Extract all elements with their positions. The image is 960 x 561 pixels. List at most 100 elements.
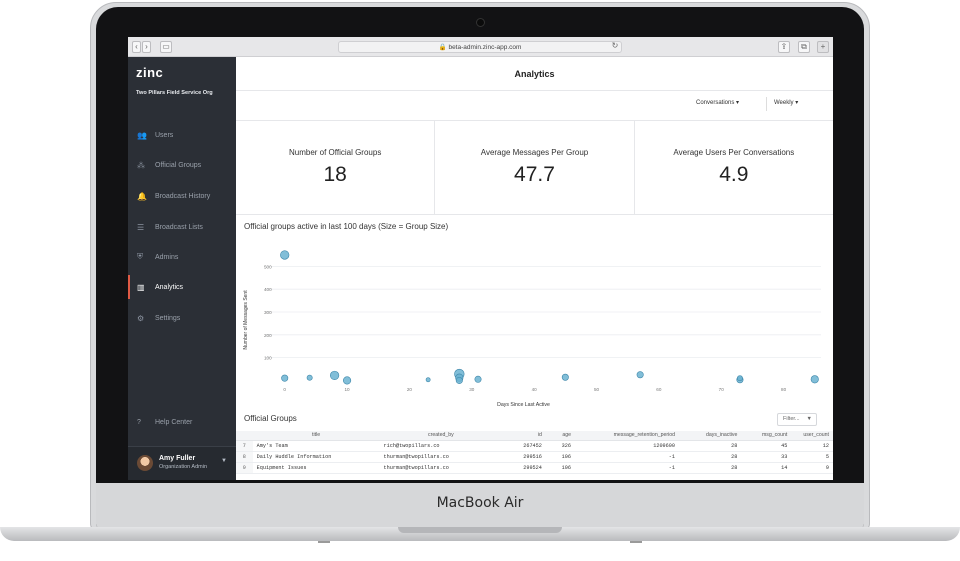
data-point [329,370,340,381]
sidebar-item-official-groups[interactable]: ⁂ Official Groups [128,153,236,177]
user-menu[interactable]: Amy Fuller Organization Admin ▼ [128,446,236,480]
table-row[interactable]: 8 Daily Huddle Information thurman@twopi… [236,451,833,463]
user-name: Amy Fuller [159,455,196,462]
kpi-card: Average Users Per Conversations 4.9 [635,121,833,214]
x-tick-label: 30 [469,387,475,392]
gear-icon: ⚙ [137,313,145,323]
help-label: Help Center [155,418,193,426]
conversations-select-value: Conversations [696,100,735,106]
data-point [306,374,313,381]
filter-placeholder: Filter... [783,416,800,422]
sidebar-toggle-icon[interactable]: ▭ [160,41,172,53]
sidebar-item-users[interactable]: 👥 Users [128,123,236,147]
laptop-chin [96,483,864,528]
kpi-row: Number of Official Groups 18 Average Mes… [236,121,833,215]
cell-retention: 1209600 [575,440,680,452]
x-tick-label: 60 [656,387,662,392]
list-icon: ☰ [137,222,145,232]
divider [766,97,767,111]
laptop-base [0,527,960,541]
data-point [281,374,289,382]
x-tick-label: 10 [345,387,351,392]
y-tick-label: 200 [264,333,272,338]
sidebar-item-label: Settings [155,314,181,322]
share-icon[interactable]: ⇪ [778,41,790,53]
chevron-down-icon: ▾ [795,100,799,106]
chevron-down-icon: ▾ [736,100,740,106]
column-header[interactable]: created_by [379,431,503,441]
sidebar-item-label: Official Groups [155,161,202,169]
camera-icon [476,18,485,27]
data-point [736,375,743,382]
kpi-value: 18 [323,163,347,186]
kpi-label: Average Messages Per Group [480,148,589,157]
reload-icon[interactable]: ↻ [611,41,619,50]
laptop-notch [398,527,562,533]
shield-icon: ⛨ [137,252,143,261]
data-point [636,371,644,379]
column-header[interactable]: message_retention_period [575,431,680,441]
table-filter-input[interactable]: Filter... ▼ [777,413,817,426]
column-header[interactable]: msg_count [741,431,792,441]
data-point [455,376,463,384]
bell-icon: 🔔 [137,191,147,201]
x-tick-label: 80 [781,387,787,392]
sidebar-item-label: Admins [155,253,179,261]
app: zinc Two Pillars Field Service Org 👥 Use… [128,57,833,480]
kpi-value: 47.7 [514,163,555,186]
data-point [810,375,819,384]
forward-icon[interactable]: › [142,41,151,53]
sidebar-item-analytics[interactable]: ▥ Analytics [128,275,236,299]
x-tick-label: 40 [532,387,538,392]
sidebar-item-label: Analytics [155,283,184,291]
column-header[interactable]: title [252,431,380,441]
url-text: beta-admin.zinc-app.com [448,44,522,51]
column-header[interactable]: user_count [791,431,833,441]
laptop-brand: MacBook Air [436,495,524,511]
sidebar: zinc Two Pillars Field Service Org 👥 Use… [128,57,236,480]
scatter-chart: 100 200 300 400 500 0 10 20 30 40 50 60 70 80 Days Sin… [243,250,821,408]
sidebar-item-broadcast-lists[interactable]: ☰ Broadcast Lists [128,215,236,239]
help-center-link[interactable]: ? Help Center [128,411,236,433]
y-tick-label: 100 [264,356,272,361]
table-row[interactable]: 7 Amy's Team rich@twopillars.co 267452 3… [236,440,833,452]
sidebar-item-admins[interactable]: ⛨ Admins [128,245,236,269]
kpi-card: Average Messages Per Group 47.7 [435,121,635,214]
y-tick-label: 300 [264,310,272,315]
conversations-select[interactable]: Conversations ▾ [696,99,739,106]
data-point [561,373,569,381]
sidebar-item-broadcast-history[interactable]: 🔔 Broadcast History [128,184,236,208]
filter-bar: Conversations ▾ Weekly ▾ [236,91,833,121]
kpi-label: Number of Official Groups [288,148,382,157]
index-header [236,431,253,441]
cell-age: 106 [545,451,576,463]
cell-days-inactive: 28 [679,462,742,474]
period-select-value: Weekly [774,100,794,106]
cell-retention: -1 [575,462,680,474]
table-row[interactable]: 9 Equipment Issues thurman@twopillars.co… [236,462,833,474]
address-bar[interactable]: 🔒 beta-admin.zinc-app.com [338,41,622,53]
period-select[interactable]: Weekly ▾ [774,99,798,106]
column-header[interactable]: age [545,431,576,441]
logo[interactable]: zinc [136,65,164,80]
cell-age: 106 [545,462,576,474]
main-content: Analytics Conversations ▾ Weekly ▾ Numbe… [236,57,833,480]
laptop-foot [318,541,330,543]
tabs-icon[interactable]: ⧉ [798,41,810,53]
sidebar-item-settings[interactable]: ⚙ Settings [128,306,236,330]
cell-age: 326 [545,440,576,452]
x-axis-label: Days Since Last Active [497,402,550,408]
new-tab-icon[interactable]: + [817,41,829,53]
cell-id: 267452 [502,440,546,452]
back-icon[interactable]: ‹ [132,41,141,53]
column-header[interactable]: days_inactive [679,431,742,441]
column-header[interactable]: id [502,431,546,441]
y-tick-label: 400 [264,287,272,292]
cell-user-count: 12 [791,440,833,452]
row-index: 9 [236,462,253,474]
cell-retention: -1 [575,451,680,463]
kpi-card: Number of Official Groups 18 [236,121,436,214]
chevron-down-icon: ▼ [221,458,227,464]
chart-icon: ▥ [137,282,145,292]
